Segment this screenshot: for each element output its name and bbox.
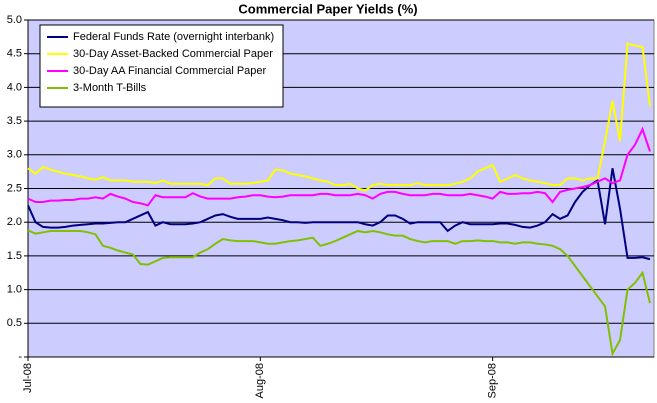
y-tick-label: 4.5 xyxy=(7,48,22,60)
y-tick-label: 2.0 xyxy=(7,216,22,228)
y-tick-label: 1.0 xyxy=(7,284,22,296)
series-line xyxy=(27,126,651,207)
y-tick-label: 4.0 xyxy=(7,81,22,93)
y-tick-label: 3.5 xyxy=(7,115,22,127)
legend-label: 30-Day AA Financial Commercial Paper xyxy=(73,65,267,77)
y-tick-label: 5.0 xyxy=(7,14,22,26)
y-tick-label: 2.5 xyxy=(7,182,22,194)
series-line xyxy=(27,229,651,357)
y-tick-label: 1.5 xyxy=(7,250,22,262)
y-tick-label: 3.0 xyxy=(7,149,22,161)
y-tick-label: - xyxy=(18,351,22,363)
chart-title: Commercial Paper Yields (%) xyxy=(238,1,417,16)
x-tick-label: Sep-08 xyxy=(487,363,499,398)
legend-label: 3-Month T-Bills xyxy=(73,82,147,94)
series-line xyxy=(27,168,651,261)
x-tick-label: Jul-08 xyxy=(22,363,34,393)
legend-label: 30-Day Asset-Backed Commercial Paper xyxy=(73,48,273,60)
legend-label: Federal Funds Rate (overnight interbank) xyxy=(73,31,274,43)
y-tick-label: 0.5 xyxy=(7,317,22,329)
legend-box xyxy=(39,24,284,108)
series-line xyxy=(27,42,651,192)
x-tick-label: Aug-08 xyxy=(254,363,266,398)
